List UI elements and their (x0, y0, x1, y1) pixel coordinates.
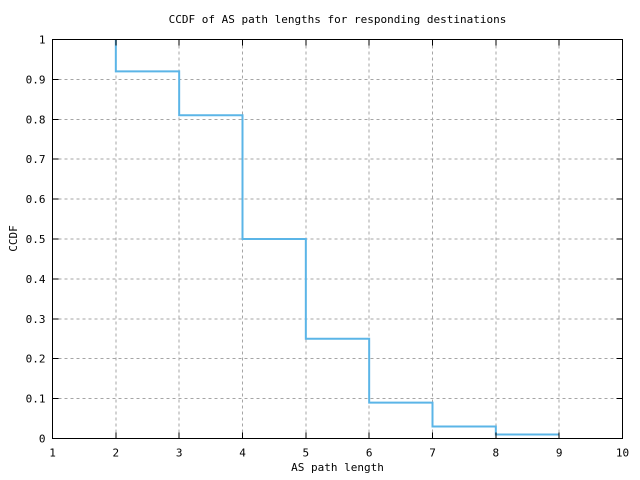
x-axis-label: AS path length (291, 461, 384, 474)
y-tick-label: 0.3 (26, 313, 46, 326)
x-tick-label: 5 (303, 447, 310, 460)
y-axis-label-container: CCDF (2, 39, 24, 438)
x-tick-label: 6 (366, 447, 373, 460)
x-tick-label: 7 (429, 447, 436, 460)
y-tick-label: 0.4 (26, 273, 46, 286)
x-tick-label: 1 (49, 447, 56, 460)
chart-title: CCDF of AS path lengths for responding d… (168, 13, 507, 26)
y-tick-label: 0.5 (26, 233, 46, 246)
x-tick-label: 10 (616, 447, 629, 460)
y-tick-label: 0.8 (26, 113, 46, 126)
x-tick-label: 2 (113, 447, 120, 460)
y-axis-label: CCDF (6, 225, 20, 252)
y-tick-label: 1 (39, 34, 46, 47)
y-tick-label: 0.2 (26, 353, 46, 366)
x-tick-label: 8 (493, 447, 500, 460)
x-tick-label: 9 (556, 447, 563, 460)
x-tick-label: 3 (176, 447, 183, 460)
y-tick-label: 0.1 (26, 393, 46, 406)
y-tick-label: 0.7 (26, 153, 46, 166)
ccdf-step-line (114, 39, 560, 436)
x-tick-label: 4 (239, 447, 246, 460)
y-tick-label: 0.6 (26, 193, 46, 206)
y-tick-label: 0.9 (26, 73, 46, 86)
y-tick-label: 0 (39, 433, 46, 446)
